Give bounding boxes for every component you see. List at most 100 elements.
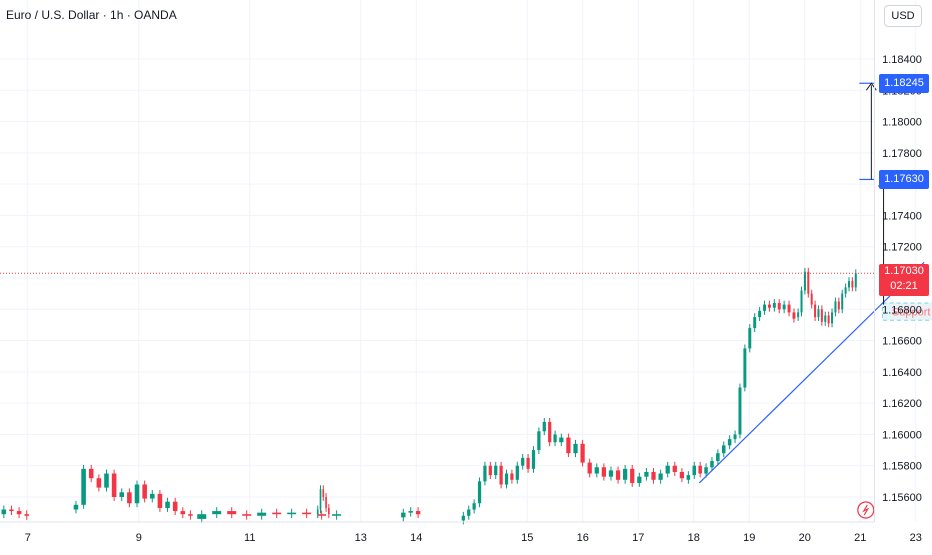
candle-body bbox=[16, 511, 22, 515]
time-tick-label: 16 bbox=[577, 532, 589, 544]
candle-body bbox=[531, 450, 536, 469]
candle-body bbox=[792, 312, 796, 319]
candle-body bbox=[494, 465, 498, 476]
candle-body bbox=[537, 431, 541, 451]
candle-body bbox=[515, 465, 519, 480]
candle-body bbox=[772, 303, 776, 308]
time-tick-label: 21 bbox=[854, 532, 866, 544]
candle-body bbox=[738, 387, 742, 435]
candle-body bbox=[88, 468, 94, 479]
candle-body bbox=[698, 465, 702, 474]
currency-button[interactable]: USD bbox=[884, 5, 922, 27]
candle-body bbox=[165, 501, 170, 508]
time-tick-label: 17 bbox=[632, 532, 644, 544]
candle-body bbox=[317, 514, 327, 516]
candle-body bbox=[672, 465, 677, 472]
candle-body bbox=[548, 421, 552, 443]
candle-body bbox=[814, 304, 817, 318]
candle-body bbox=[594, 467, 599, 474]
candle-body bbox=[24, 514, 29, 516]
candle-body bbox=[782, 304, 786, 310]
candle-body bbox=[332, 514, 342, 516]
candle-body bbox=[758, 310, 762, 318]
candle-body bbox=[637, 476, 642, 483]
candle-body bbox=[651, 471, 656, 480]
candle-body bbox=[573, 443, 578, 454]
candle-body bbox=[302, 512, 312, 515]
candle-body bbox=[467, 509, 471, 516]
candle-body bbox=[415, 511, 421, 515]
candle-body bbox=[807, 271, 810, 294]
candle-body bbox=[542, 421, 546, 432]
candle-body bbox=[615, 470, 621, 480]
target-2-price-tag: 1.18245 bbox=[879, 73, 929, 93]
candle-body bbox=[665, 465, 670, 474]
candle-body bbox=[841, 293, 844, 310]
candle-body bbox=[272, 512, 282, 515]
candle-body bbox=[810, 293, 813, 305]
price-tick-label: 1.16200 bbox=[882, 398, 922, 410]
candle-body bbox=[553, 434, 557, 443]
candle-body bbox=[242, 514, 252, 516]
candle-body bbox=[623, 468, 628, 480]
candle-body bbox=[483, 465, 487, 482]
candle-body bbox=[716, 453, 720, 462]
candle-body bbox=[316, 509, 319, 515]
flash-bolt bbox=[862, 504, 870, 516]
candle-body bbox=[157, 493, 163, 508]
candle-body bbox=[188, 514, 193, 516]
time-tick-label: 11 bbox=[244, 532, 255, 544]
time-tick-label: 15 bbox=[521, 532, 533, 544]
support-zone-layer: Support level bbox=[881, 302, 932, 321]
candle-body bbox=[104, 473, 109, 488]
candle-body bbox=[504, 473, 509, 485]
candle-body bbox=[679, 471, 685, 479]
price-tick-label: 1.17800 bbox=[882, 148, 922, 160]
symbol-title[interactable]: Euro / U.S. Dollar · 1h · OANDA bbox=[6, 8, 177, 22]
candles-layer bbox=[1, 267, 857, 525]
trend-line bbox=[698, 261, 925, 484]
flash-event-icon[interactable] bbox=[857, 501, 875, 519]
last-price-value: 1.17030 bbox=[884, 265, 924, 277]
candle-body bbox=[763, 304, 766, 311]
candle-body bbox=[488, 465, 492, 476]
candle-body bbox=[180, 511, 186, 515]
candle-body bbox=[408, 511, 413, 513]
price-tick-label: 1.18400 bbox=[882, 54, 922, 66]
candle-body bbox=[472, 503, 476, 510]
candle-body bbox=[81, 468, 86, 505]
candle-body bbox=[787, 304, 791, 313]
candle-body bbox=[601, 467, 606, 477]
candle-body bbox=[111, 473, 117, 497]
candle-body bbox=[510, 473, 514, 480]
candle-body bbox=[73, 504, 79, 510]
candle-body bbox=[499, 465, 503, 485]
candle-body bbox=[1, 509, 7, 515]
candle-body bbox=[824, 315, 827, 322]
time-tick-label: 7 bbox=[25, 532, 31, 544]
time-tick-label: 20 bbox=[799, 532, 811, 544]
candle-body bbox=[658, 473, 663, 480]
candle-body bbox=[587, 462, 592, 474]
candle-body bbox=[630, 468, 635, 483]
candle-body bbox=[127, 492, 132, 504]
price-tick-label: 1.15800 bbox=[882, 461, 922, 473]
last-price-tag: 1.17030 02:21 bbox=[879, 264, 929, 296]
time-tick-label: 9 bbox=[136, 532, 142, 544]
candle-body bbox=[721, 445, 726, 454]
candle-body bbox=[461, 515, 465, 521]
grid-layer bbox=[0, 0, 917, 522]
candle-body bbox=[827, 315, 830, 324]
candle-body bbox=[608, 470, 614, 477]
price-tick-label: 1.18000 bbox=[882, 117, 922, 129]
candle-body bbox=[477, 481, 482, 504]
candle-body bbox=[227, 511, 237, 515]
candle-body bbox=[851, 281, 854, 288]
candle-body bbox=[753, 317, 757, 329]
time-tick-label: 13 bbox=[355, 532, 367, 544]
time-tick-label: 14 bbox=[410, 532, 422, 544]
candle-body bbox=[844, 287, 847, 294]
candle-body bbox=[834, 301, 837, 313]
